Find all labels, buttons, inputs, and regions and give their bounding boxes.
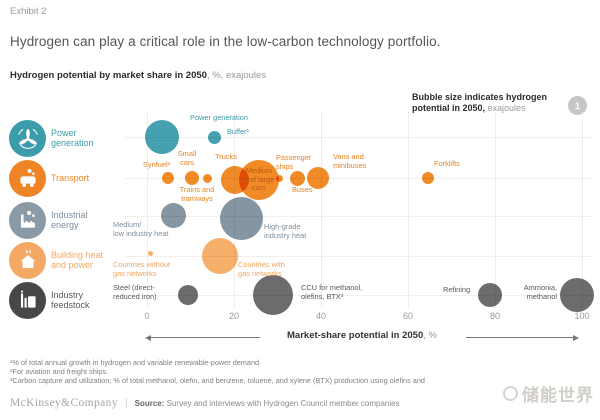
chemical-plant-icon <box>9 281 46 319</box>
bubble-refining <box>478 283 503 307</box>
bubble-size-legend: Bubble size indicates hydrogen potential… <box>412 92 564 115</box>
x-tick-label: 80 <box>489 311 500 321</box>
footnote-1: ¹% of total annual growth in hydrogen an… <box>10 358 262 367</box>
gridline-vertical <box>495 112 496 308</box>
page-title: Hydrogen can play a critical role in the… <box>10 34 441 49</box>
category-label: Industry feedstock <box>51 289 90 310</box>
bubble-ccu-for-methanol-olefins-btx <box>253 275 294 315</box>
footnotes: ¹% of total annual growth in hydrogen an… <box>10 358 425 386</box>
source-line: Source: Survey and interviews with Hydro… <box>134 399 400 408</box>
gridline-horizontal <box>125 216 592 217</box>
bubble-countries-without-gas-networks <box>147 250 153 256</box>
gridline-horizontal <box>125 295 592 296</box>
bubble-countries-with-gas-networks <box>202 238 239 274</box>
label-buses: Buses <box>292 185 313 194</box>
bubble-vans-and-minibuses <box>306 167 329 189</box>
axis-arrow-line-left <box>150 337 260 338</box>
exhibit-label: Exhibit 2 <box>10 6 47 17</box>
label-trucks: Trucks <box>215 152 237 161</box>
x-tick-label: 100 <box>574 311 590 321</box>
label-high-grade-industry-heat: High-grade industry heat <box>264 222 307 240</box>
x-tick-label: 40 <box>315 311 326 321</box>
bubble-medium-low-industry-heat <box>161 202 187 228</box>
category-label: Power generation <box>51 127 94 148</box>
bubble-buffer <box>207 130 221 144</box>
x-tick-label: 20 <box>228 311 239 321</box>
category-industry-feedstock: Industry feedstock <box>9 280 121 320</box>
label-ammonia-methanol: Ammonia, methanol <box>523 283 557 301</box>
label-medium-and-large-cars: Medium and large cars <box>243 166 275 193</box>
label-trains-and-tramways: Trains and tramways <box>179 185 215 203</box>
chart-subtitle-bold: Hydrogen potential by market share in 20… <box>10 70 207 81</box>
label-small-cars: Small cars <box>177 149 197 167</box>
bubble-high-grade-industry-heat <box>220 196 264 240</box>
bubble-power-generation <box>145 120 180 154</box>
bubble-medium-and-large-cars <box>238 160 279 200</box>
power-generation-icon <box>9 119 46 157</box>
category-transport: Transport <box>9 158 121 198</box>
chart-subtitle-units: , %, exajoules <box>206 70 267 81</box>
label-passenger-ships: Passenger ships <box>276 153 312 171</box>
mckinsey-logo: McKinsey&Company <box>10 397 118 409</box>
axis-arrowhead-right <box>573 334 579 341</box>
bubble-passenger-ships <box>276 174 284 182</box>
gridline-vertical <box>582 112 583 308</box>
hydrogen-car-icon <box>9 159 46 197</box>
label-synfuel: Synfuel² <box>143 160 171 169</box>
watermark-text: 储能世界 <box>522 386 594 405</box>
label-steel-direct-reduced-iron: Steel (direct-reduced iron) <box>113 283 157 301</box>
category-power-generation: Power generation <box>9 118 121 158</box>
bubble-buses <box>289 170 305 186</box>
label-countries-with-gas-networks: Countries with gas networks <box>238 260 285 278</box>
label-refining: Refining <box>443 285 471 294</box>
x-tick-label: 60 <box>402 311 413 321</box>
gridline-vertical <box>408 112 409 308</box>
footnote-3: ³Carbon capture and utilization; % of to… <box>10 375 425 385</box>
legend-unit: exajoules <box>485 103 526 114</box>
bubble-steel-direct-reduced-iron <box>177 285 198 305</box>
gridline-horizontal <box>125 137 592 138</box>
axis-arrowhead-left <box>145 334 151 341</box>
label-buffer: Buffer¹ <box>227 127 250 136</box>
gridline-horizontal <box>125 178 592 179</box>
category-label: Industrial energy <box>51 209 88 230</box>
label-vans-and-minibuses: Vans and minibuses <box>333 152 367 170</box>
factory-icon <box>9 201 46 239</box>
bubble-forklifts <box>422 172 434 184</box>
gridline-vertical <box>147 112 148 308</box>
label-forklifts: Forklifts <box>434 159 460 168</box>
x-axis-title: Market-share potential in 2050, % <box>287 330 437 341</box>
category-building-heat: Building heat and power <box>9 240 121 280</box>
footer: McKinsey&Company | Source: Survey and in… <box>10 397 400 409</box>
gridline-vertical <box>321 112 322 308</box>
watermark: 储能世界 <box>503 381 594 406</box>
axis-arrow-line-right <box>466 337 573 338</box>
label-ccu-for-methanol-olefins-btx: CCU for methanol, olefins, BTX³ <box>301 283 363 301</box>
label-power-generation: Power generation <box>190 113 248 122</box>
category-label: Building heat and power <box>51 249 104 270</box>
bubble-trains-and-tramways <box>203 173 213 183</box>
category-industrial-energy: Industrial energy <box>9 200 121 240</box>
legend-line2: potential in 2050, <box>412 103 486 114</box>
house-icon <box>9 241 46 279</box>
label-countries-without-gas-networks: Countries without gas networks <box>113 260 171 278</box>
x-tick-label: 0 <box>144 311 150 321</box>
bubble-ammonia-methanol <box>559 278 594 312</box>
legend-size-badge: 1 <box>568 96 587 115</box>
gridline-horizontal <box>125 256 592 257</box>
label-medium-low-industry-heat: Medium/low industry heat <box>113 220 169 238</box>
legend-line1: Bubble size indicates hydrogen <box>412 92 548 102</box>
bubble-small-cars <box>184 171 199 185</box>
footer-divider: | <box>124 398 128 409</box>
bubble-synfuel <box>161 172 174 184</box>
category-label: Transport <box>51 172 90 183</box>
watermark-logo-icon <box>503 386 518 401</box>
footnote-2: ²For aviation and freight ships. <box>10 366 109 376</box>
chart-subtitle: Hydrogen potential by market share in 20… <box>10 70 266 81</box>
